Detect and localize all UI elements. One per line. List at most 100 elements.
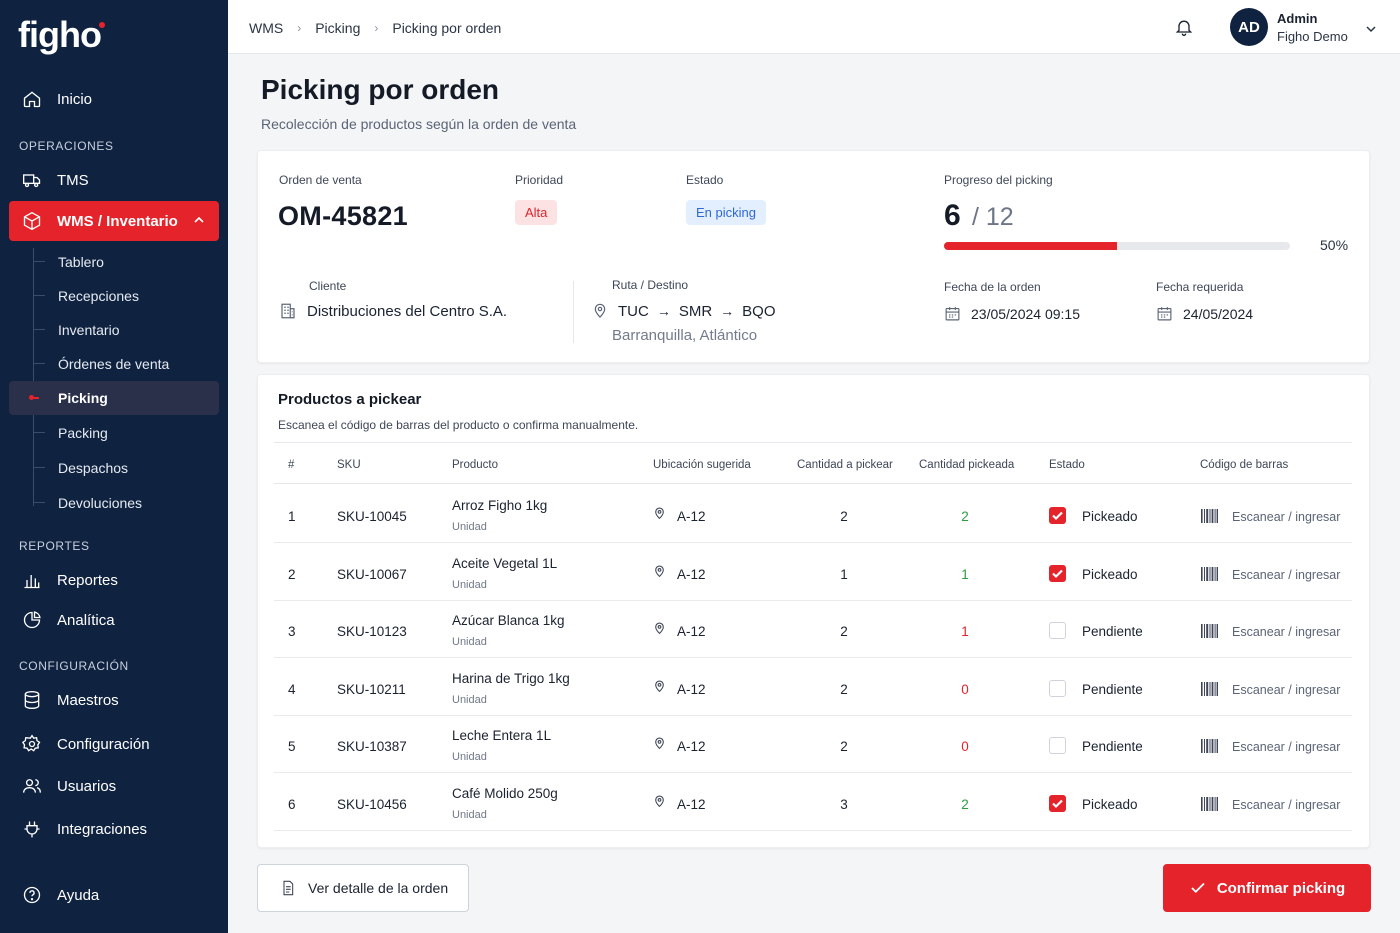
row-location: A-12 [677, 739, 706, 755]
chevron-down-icon[interactable] [1365, 22, 1377, 40]
row-product-name: Café Molido 250g [452, 786, 558, 801]
table-row: 2 SKU-10067 Aceite Vegetal 1L Unidad A-12 1 1 P… [274, 543, 1352, 601]
sidebar-item-reportes[interactable]: Reportes [9, 560, 219, 600]
row-checkbox[interactable] [1049, 795, 1066, 812]
sub-label: Picking [58, 390, 108, 406]
row-product-name: Harina de Trigo 1kg [452, 670, 570, 686]
required-date-label: Fecha requerida [1156, 280, 1244, 294]
row-qty: 3 [840, 797, 848, 812]
sidebar-sub-inventario[interactable]: Inventario [9, 313, 219, 347]
scan-link[interactable]: Escanear / ingresar [1232, 682, 1341, 697]
row-location: A-12 [677, 624, 706, 640]
sidebar-item-maestros[interactable]: Maestros [9, 680, 219, 720]
row-checkbox[interactable] [1049, 737, 1066, 755]
sidebar-sub-devoluciones[interactable]: Devoluciones [9, 486, 219, 520]
row-checkbox[interactable] [1049, 564, 1066, 582]
sidebar-item-inicio[interactable]: Inicio [9, 79, 219, 119]
location-pin-icon [653, 564, 666, 582]
sidebar-item-label: Inicio [57, 90, 93, 108]
scan-link[interactable]: Escanear / ingresar [1232, 510, 1341, 524]
confirm-picking-button[interactable]: Confirmar picking [1163, 864, 1371, 912]
table-row: 1 SKU-10045 Arroz Figho 1kg Unidad A-12 2 2 Pic… [274, 485, 1352, 543]
destination-city: Barranquilla, Atlántico [612, 327, 758, 344]
submenu-line [33, 248, 34, 506]
sidebar-sub-recepciones[interactable]: Recepciones [9, 279, 219, 313]
sidebar-sub-ordenes[interactable]: Órdenes de venta [9, 347, 219, 381]
barcode-icon [1201, 681, 1218, 701]
table-row: 3 SKU-10123 Azúcar Blanca 1kg Unidad A-12 2 1 P… [274, 600, 1352, 659]
location-pin-icon [653, 679, 666, 697]
location-pin-icon [653, 736, 666, 754]
col-picked: Cantidad pickeada [919, 459, 1015, 471]
status-badge: En picking [686, 200, 766, 225]
required-date: 24/05/2024 [1183, 305, 1254, 322]
sidebar-item-analitica[interactable]: Analítica [9, 600, 219, 640]
plug-icon [21, 818, 43, 840]
order-label: Orden de venta [279, 173, 362, 187]
sidebar-item-configuracion[interactable]: Configuración [9, 724, 219, 764]
order-date: 23/05/2024 09:15 [971, 305, 1080, 322]
sidebar-item-wms[interactable]: WMS / Inventario [9, 201, 219, 241]
truck-icon [21, 169, 43, 191]
row-sku: SKU-10211 [337, 681, 406, 697]
row-sku: SKU-10456 [337, 797, 407, 812]
row-picked-qty: 0 [961, 681, 969, 697]
row-state: Pickeado [1082, 797, 1138, 812]
sub-label: Tablero [58, 254, 104, 270]
row-product-name: Leche Entera 1L [452, 728, 552, 744]
row-checkbox[interactable] [1049, 507, 1066, 524]
progress-picked: 6 [944, 199, 961, 232]
row-product-unit: Unidad [452, 578, 487, 591]
order-card: Orden de venta OM-45821 Prioridad Alta E… [257, 150, 1370, 363]
row-checkbox[interactable] [1049, 622, 1066, 640]
row-product-unit: Unidad [452, 636, 487, 649]
sidebar-sub-picking[interactable]: Picking [9, 381, 219, 415]
sidebar-item-ayuda[interactable]: Ayuda [9, 875, 219, 915]
building-icon [279, 302, 297, 320]
row-checkbox[interactable] [1049, 679, 1066, 697]
col-qty: Cantidad a pickear [797, 459, 893, 471]
row-number: 1 [288, 509, 296, 524]
progress-fill [944, 242, 1117, 250]
row-product-name: Arroz Figho 1kg [452, 498, 548, 513]
calendar-icon [944, 305, 961, 322]
breadcrumb-wms[interactable]: WMS [249, 20, 284, 36]
barcode-icon [1201, 566, 1218, 586]
order-date-label: Fecha de la orden [944, 280, 1041, 294]
chevron-up-icon[interactable] [193, 213, 205, 230]
location-pin-icon [653, 794, 666, 812]
row-location: A-12 [677, 797, 706, 812]
sidebar-sub-packing[interactable]: Packing [9, 416, 219, 450]
breadcrumb: WMS › Picking › Picking por orden [249, 20, 501, 36]
location-pin-icon [592, 302, 608, 320]
scan-link[interactable]: Escanear / ingresar [1232, 625, 1341, 640]
row-picked-qty: 0 [961, 739, 969, 755]
scan-link[interactable]: Escanear / ingresar [1232, 567, 1341, 582]
progress-label: Progreso del picking [944, 173, 1053, 187]
sidebar-item-usuarios[interactable]: Usuarios [9, 766, 219, 806]
sidebar-item-label: Reportes [57, 571, 118, 589]
breadcrumb-picking[interactable]: Picking [315, 20, 361, 36]
sidebar-sub-tablero[interactable]: Tablero [9, 245, 219, 279]
col-barcode: Código de barras [1200, 459, 1289, 471]
sidebar-item-tms[interactable]: TMS [9, 160, 219, 200]
bell-icon[interactable] [1174, 16, 1194, 43]
order-detail-button[interactable]: Ver detalle de la orden [257, 864, 469, 912]
section-reportes: REPORTES [19, 539, 90, 553]
row-location: A-12 [677, 509, 706, 524]
sidebar-item-integraciones[interactable]: Integraciones [9, 809, 219, 849]
client-name: Distribuciones del Centro S.A. [307, 302, 508, 320]
row-product-unit: Unidad [452, 751, 487, 764]
row-picked-qty: 2 [961, 509, 969, 524]
logo[interactable]: figho [18, 14, 105, 56]
route-label: Ruta / Destino [612, 278, 689, 292]
sidebar-sub-despachos[interactable]: Despachos [9, 451, 219, 485]
scan-link[interactable]: Escanear / ingresar [1232, 798, 1341, 812]
row-location: A-12 [677, 566, 706, 582]
avatar[interactable]: AD [1230, 8, 1268, 46]
user-name[interactable]: Admin [1277, 11, 1318, 26]
priority-label: Prioridad [515, 173, 564, 187]
route-origin: TUC [618, 302, 649, 320]
route-destination: BQO [742, 302, 776, 320]
scan-link[interactable]: Escanear / ingresar [1232, 740, 1341, 755]
